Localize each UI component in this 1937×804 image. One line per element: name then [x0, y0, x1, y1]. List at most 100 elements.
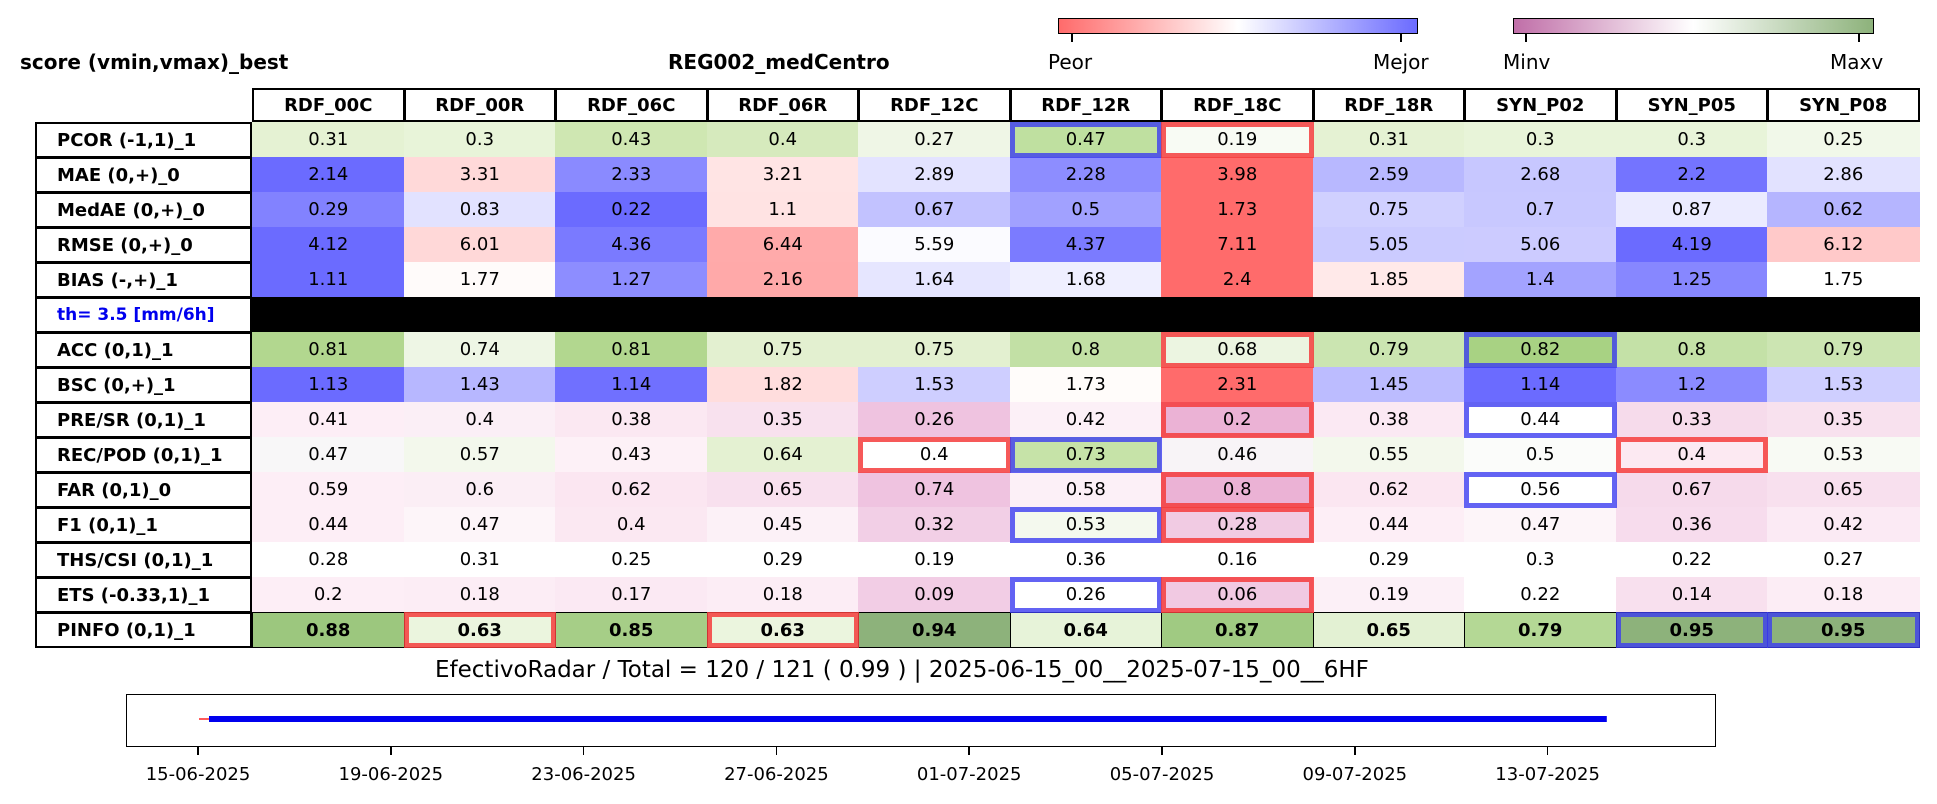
- cell-rec-pod-0-1-1-syn-p05: 0.4: [1615, 437, 1768, 472]
- column-header-rdf-18c: RDF_18C: [1161, 88, 1314, 122]
- cell-pinfo-0-1-1-rdf-06r: 0.63: [706, 612, 859, 648]
- timeline-tick-label: 15-06-2025: [145, 764, 251, 785]
- cell-rec-pod-0-1-1-syn-p08: 0.53: [1767, 437, 1920, 472]
- cell-rmse-0-0-rdf-00r: 6.01: [403, 227, 556, 262]
- cell-medae-0-0-syn-p08: 0.62: [1767, 192, 1920, 227]
- cell-medae-0-0-rdf-18r: 0.75: [1312, 192, 1465, 227]
- cell-f1-0-1-1-rdf-06r: 0.45: [706, 507, 859, 542]
- timeline-tick: [775, 747, 778, 755]
- cell-acc-0-1-1-rdf-00r: 0.74: [403, 332, 556, 367]
- cell-pre-sr-0-1-1-syn-p08: 0.35: [1767, 402, 1920, 437]
- cell-pre-sr-0-1-1-rdf-12c: 0.26: [858, 402, 1011, 437]
- cell-ths-csi-0-1-1-rdf-18r: 0.29: [1312, 542, 1465, 577]
- cell-f1-0-1-1-rdf-00r: 0.47: [403, 507, 556, 542]
- cell-bsc-0-1-rdf-06c: 1.14: [555, 367, 708, 402]
- row-header-rmse-0-0: RMSE (0,+)_0: [35, 227, 252, 263]
- timeline-tick-label: 09-07-2025: [1302, 764, 1408, 785]
- cell-acc-0-1-1-rdf-06r: 0.75: [706, 332, 859, 367]
- timeline-tick: [1161, 747, 1163, 755]
- cell-pre-sr-0-1-1-rdf-18r: 0.38: [1312, 402, 1465, 437]
- threshold-band-cell: [1312, 297, 1465, 332]
- cell-medae-0-0-rdf-12r: 0.5: [1009, 192, 1162, 227]
- cell-ets-0-33-1-1-rdf-18r: 0.19: [1312, 577, 1465, 612]
- cell-far-0-1-0-rdf-00c: 0.59: [252, 472, 405, 507]
- cell-rmse-0-0-rdf-18c: 7.11: [1161, 227, 1314, 262]
- cell-acc-0-1-1-rdf-12c: 0.75: [858, 332, 1011, 367]
- cell-acc-0-1-1-rdf-18c: 0.68: [1161, 332, 1314, 367]
- cell-ets-0-33-1-1-rdf-18c: 0.06: [1161, 577, 1314, 612]
- column-header-rdf-06c: RDF_06C: [555, 88, 708, 122]
- cell-bsc-0-1-rdf-18r: 1.45: [1312, 367, 1465, 402]
- cell-pinfo-0-1-1-rdf-00r: 0.63: [403, 612, 556, 648]
- cell-rec-pod-0-1-1-rdf-00c: 0.47: [252, 437, 405, 472]
- cell-pcor-1-1-1-rdf-06c: 0.43: [555, 122, 708, 157]
- cell-mae-0-0-syn-p05: 2.2: [1615, 157, 1768, 192]
- cell-medae-0-0-rdf-06r: 1.1: [706, 192, 859, 227]
- cell-pinfo-0-1-1-rdf-18c: 0.87: [1161, 612, 1314, 648]
- cell-bias-1-syn-p08: 1.75: [1767, 262, 1920, 297]
- timeline-tick-label: 01-07-2025: [916, 764, 1022, 785]
- cell-mae-0-0-syn-p08: 2.86: [1767, 157, 1920, 192]
- cell-pcor-1-1-1-syn-p05: 0.3: [1615, 122, 1768, 157]
- threshold-band-cell: [555, 297, 708, 332]
- cell-ths-csi-0-1-1-rdf-12r: 0.36: [1009, 542, 1162, 577]
- peor-label: Peor: [1048, 50, 1093, 74]
- cell-ets-0-33-1-1-syn-p02: 0.22: [1464, 577, 1617, 612]
- row-header-f1-0-1-1: F1 (0,1)_1: [35, 507, 252, 543]
- cell-f1-0-1-1-syn-p05: 0.36: [1615, 507, 1768, 542]
- cell-bsc-0-1-rdf-00c: 1.13: [252, 367, 405, 402]
- column-header-rdf-00c: RDF_00C: [252, 88, 405, 122]
- value-colorbar-gradient: [1513, 18, 1874, 34]
- cell-far-0-1-0-syn-p08: 0.65: [1767, 472, 1920, 507]
- cell-far-0-1-0-rdf-00r: 0.6: [403, 472, 556, 507]
- timeline-tick-label: 23-06-2025: [531, 764, 636, 785]
- row-header-acc-0-1-1: ACC (0,1)_1: [35, 332, 252, 368]
- cell-f1-0-1-1-syn-p02: 0.47: [1464, 507, 1617, 542]
- threshold-label: th= 3.5 [mm/6h]: [35, 297, 252, 333]
- cell-far-0-1-0-rdf-18r: 0.62: [1312, 472, 1465, 507]
- cell-pcor-1-1-1-syn-p02: 0.3: [1464, 122, 1617, 157]
- cell-mae-0-0-syn-p02: 2.68: [1464, 157, 1617, 192]
- cell-ths-csi-0-1-1-rdf-06r: 0.29: [706, 542, 859, 577]
- mejor-label: Mejor: [1373, 50, 1429, 74]
- cell-rec-pod-0-1-1-rdf-06r: 0.64: [706, 437, 859, 472]
- cell-ths-csi-0-1-1-rdf-00r: 0.31: [403, 542, 556, 577]
- value-colorbar-tick-right: [1858, 34, 1860, 42]
- cell-bias-1-rdf-00c: 1.11: [252, 262, 405, 297]
- cell-mae-0-0-rdf-06c: 2.33: [555, 157, 708, 192]
- cell-ths-csi-0-1-1-rdf-12c: 0.19: [858, 542, 1011, 577]
- timeline-chart: [199, 716, 1607, 722]
- cell-medae-0-0-rdf-12c: 0.67: [858, 192, 1011, 227]
- timeline-tick-label: 05-07-2025: [1109, 764, 1215, 785]
- cell-ths-csi-0-1-1-rdf-06c: 0.25: [555, 542, 708, 577]
- cell-ths-csi-0-1-1-rdf-18c: 0.16: [1161, 542, 1314, 577]
- cell-pre-sr-0-1-1-rdf-00c: 0.41: [252, 402, 405, 437]
- cell-pre-sr-0-1-1-rdf-12r: 0.42: [1009, 402, 1162, 437]
- cell-f1-0-1-1-rdf-12r: 0.53: [1009, 507, 1162, 542]
- cell-f1-0-1-1-syn-p08: 0.42: [1767, 507, 1920, 542]
- cell-bias-1-rdf-06r: 2.16: [706, 262, 859, 297]
- cell-mae-0-0-rdf-12r: 2.28: [1009, 157, 1162, 192]
- cell-pre-sr-0-1-1-rdf-00r: 0.4: [403, 402, 556, 437]
- cell-rec-pod-0-1-1-rdf-18c: 0.46: [1161, 437, 1314, 472]
- cell-far-0-1-0-syn-p05: 0.67: [1615, 472, 1768, 507]
- cell-bsc-0-1-syn-p08: 1.53: [1767, 367, 1920, 402]
- cell-ets-0-33-1-1-rdf-00c: 0.2: [252, 577, 405, 612]
- threshold-band-cell: [1464, 297, 1617, 332]
- quality-colorbar-tick-right: [1400, 34, 1402, 42]
- cell-pinfo-0-1-1-syn-p05: 0.95: [1615, 612, 1768, 648]
- cell-rec-pod-0-1-1-syn-p02: 0.5: [1464, 437, 1617, 472]
- cell-ths-csi-0-1-1-syn-p02: 0.3: [1464, 542, 1617, 577]
- cell-bias-1-rdf-12c: 1.64: [858, 262, 1011, 297]
- cell-pinfo-0-1-1-rdf-06c: 0.85: [555, 612, 708, 648]
- cell-f1-0-1-1-rdf-12c: 0.32: [858, 507, 1011, 542]
- cell-pinfo-0-1-1-rdf-18r: 0.65: [1312, 612, 1465, 648]
- timeline-tick: [1546, 747, 1549, 755]
- cell-bias-1-rdf-18c: 2.4: [1161, 262, 1314, 297]
- row-header-medae-0-0: MedAE (0,+)_0: [35, 192, 252, 228]
- timeline-tick-label: 19-06-2025: [338, 764, 444, 785]
- cell-mae-0-0-rdf-06r: 3.21: [706, 157, 859, 192]
- cell-far-0-1-0-rdf-06c: 0.62: [555, 472, 708, 507]
- cell-ets-0-33-1-1-rdf-06c: 0.17: [555, 577, 708, 612]
- cell-medae-0-0-rdf-06c: 0.22: [555, 192, 708, 227]
